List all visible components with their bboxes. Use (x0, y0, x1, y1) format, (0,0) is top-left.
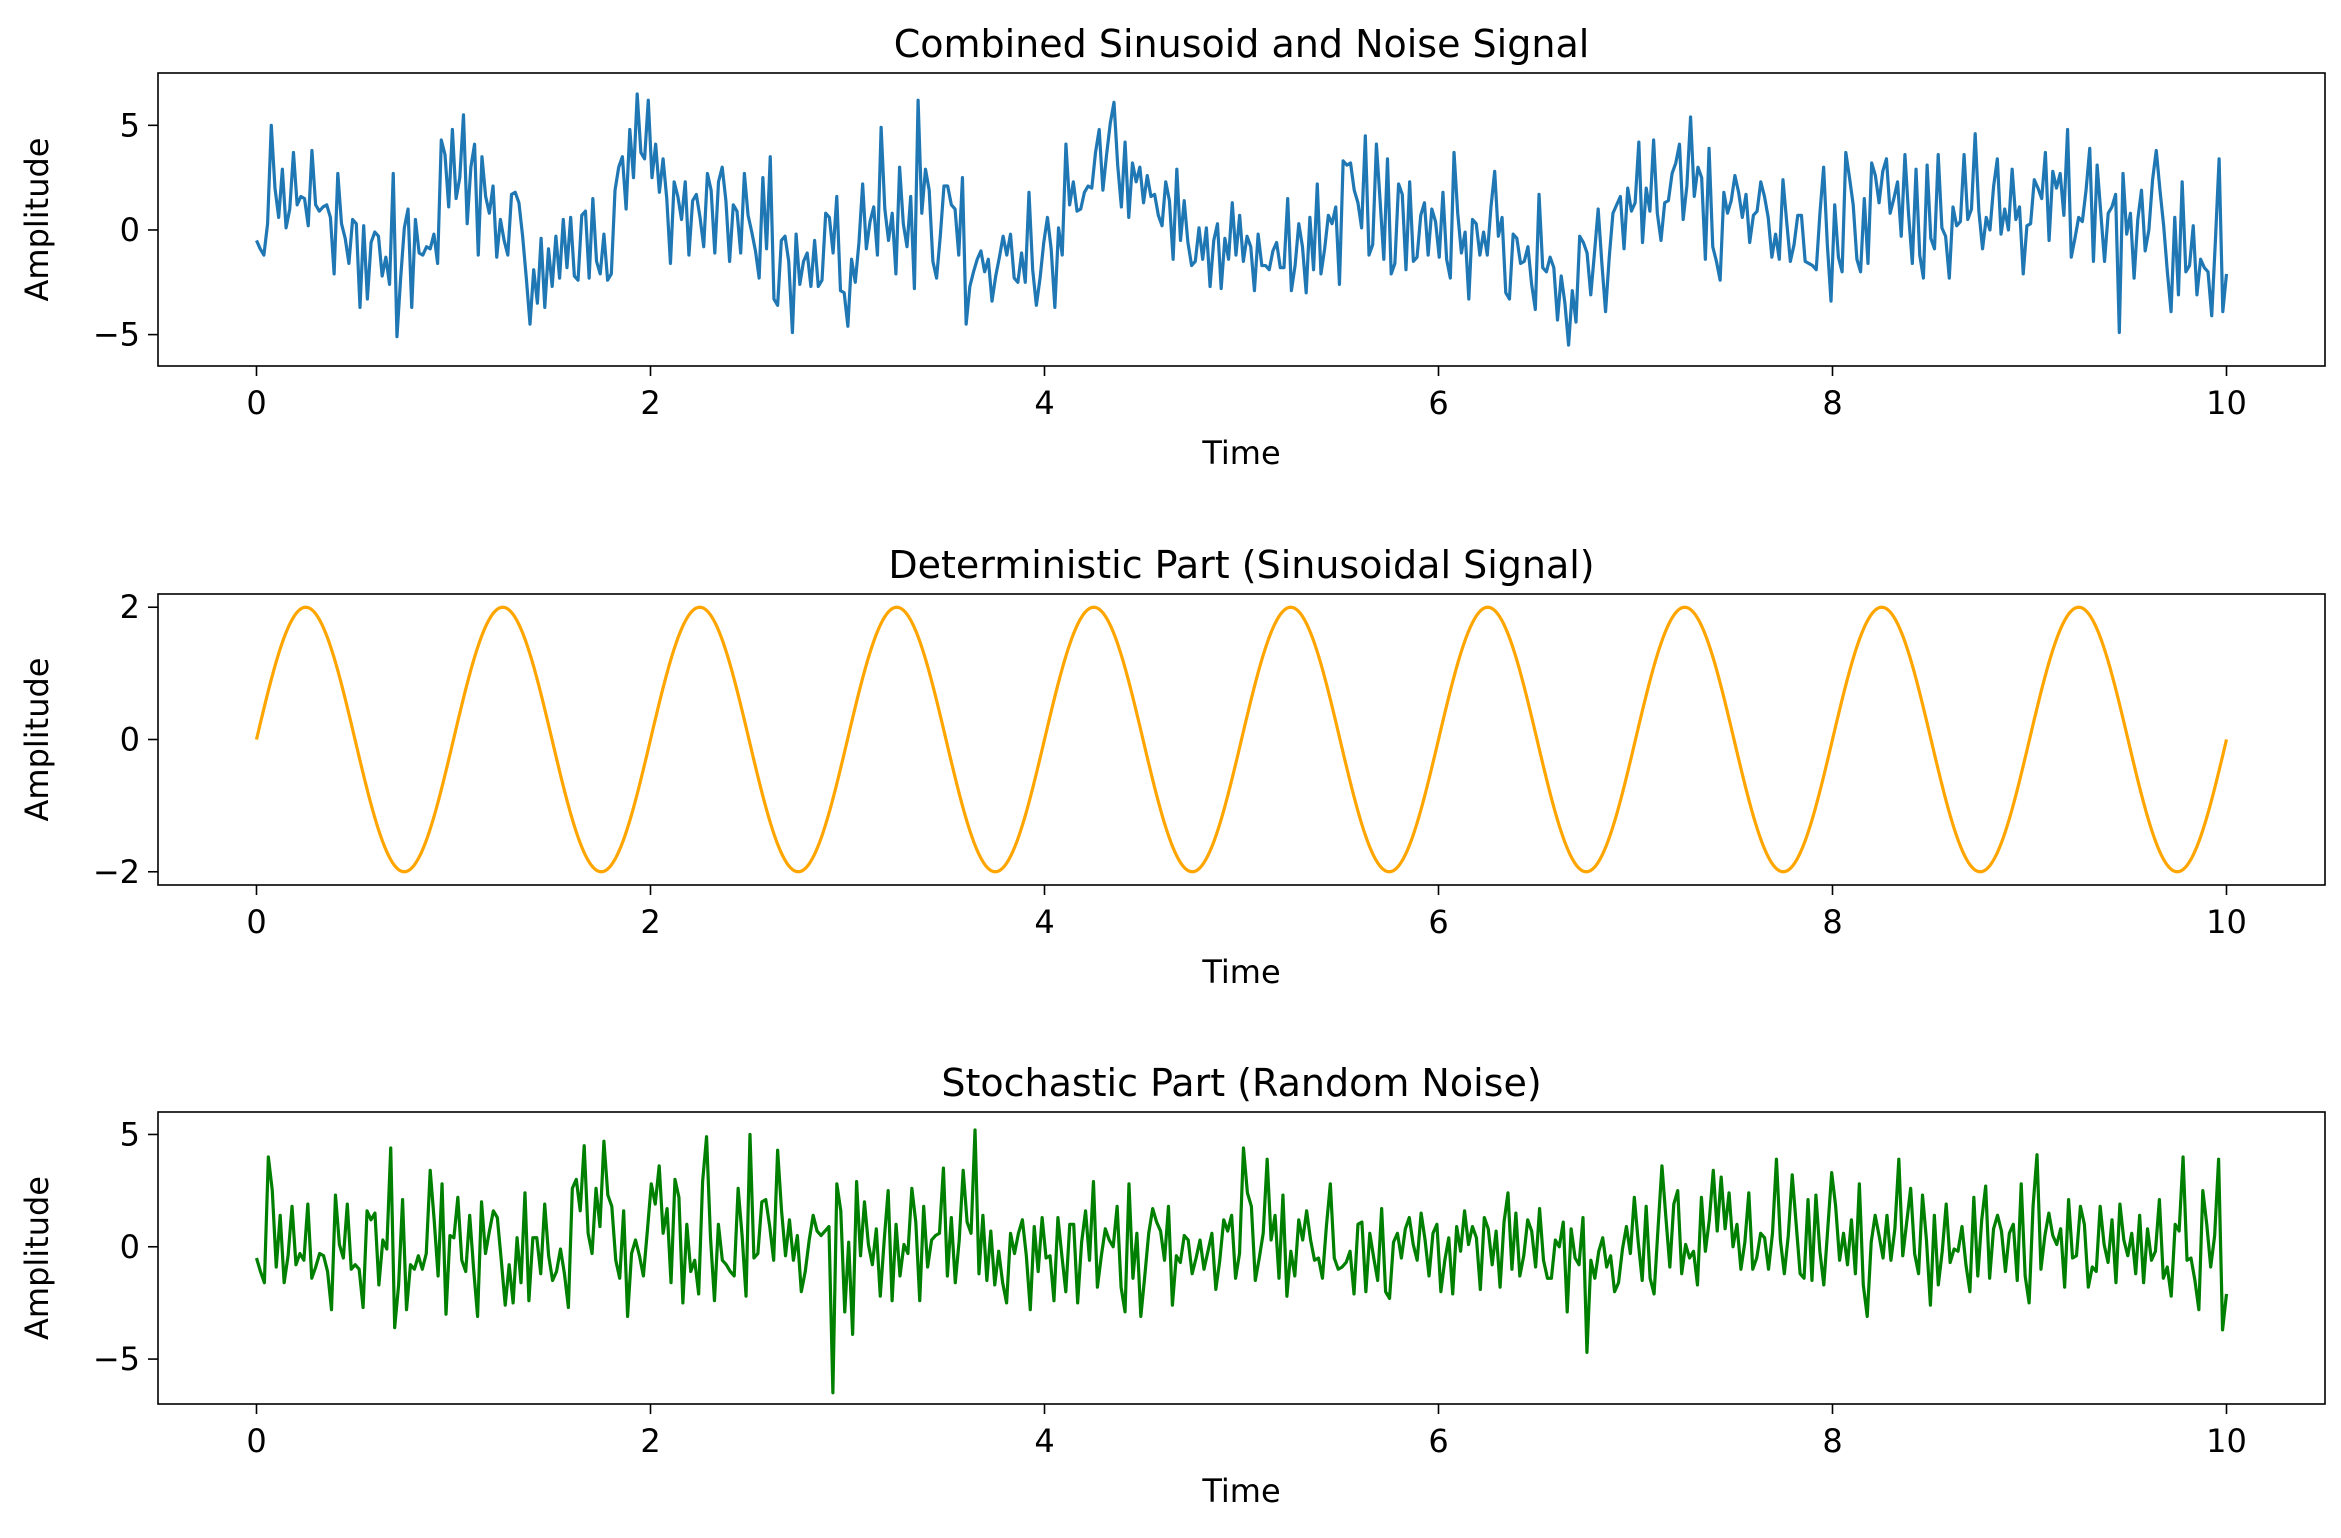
series-line (254, 1128, 2229, 1395)
x-tick-label: 0 (246, 903, 266, 941)
axes-frame (157, 1111, 2326, 1405)
y-tick-label: 5 (120, 1115, 140, 1153)
axes-frame (157, 72, 2326, 367)
x-tick-label: 4 (1034, 384, 1054, 422)
y-axis-label: Amplitude (18, 138, 56, 302)
x-axis-label: Time (1201, 953, 1280, 991)
y-tick-label: 5 (120, 106, 140, 144)
y-axis-label: Amplitude (18, 1176, 56, 1340)
x-axis-label: Time (1201, 1472, 1280, 1510)
y-tick-label: 2 (120, 588, 140, 626)
x-tick-label: 2 (640, 903, 660, 941)
x-tick-label: 0 (246, 1422, 266, 1460)
subplot-title: Deterministic Part (Sinusoidal Signal) (888, 543, 1594, 587)
x-tick-label: 10 (2206, 1422, 2247, 1460)
x-axis-label: Time (1201, 434, 1280, 472)
series-line (254, 605, 2229, 874)
x-tick-label: 6 (1428, 903, 1448, 941)
x-tick-label: 4 (1034, 1422, 1054, 1460)
x-tick-label: 8 (1822, 384, 1842, 422)
series-line (255, 92, 2229, 347)
y-tick-label: 0 (120, 211, 140, 249)
x-tick-label: 6 (1428, 1422, 1448, 1460)
x-tick-label: 2 (640, 384, 660, 422)
y-tick-label: 0 (120, 1228, 140, 1266)
subplot-3: Stochastic Part (Random Noise) 0 2 4 6 8 10 −5 0… (18, 1061, 2326, 1510)
x-tick-label: 10 (2206, 903, 2247, 941)
y-axis-label: Amplitude (18, 658, 56, 822)
x-tick-label: 6 (1428, 384, 1448, 422)
x-tick-label: 10 (2206, 384, 2247, 422)
y-tick-label: −5 (93, 316, 140, 354)
y-tick-label: 0 (120, 721, 140, 759)
x-tick-label: 8 (1822, 1422, 1842, 1460)
subplot-title: Combined Sinusoid and Noise Signal (894, 22, 1590, 66)
subplot-1: Combined Sinusoid and Noise Signal 0 2 4 6 8 1… (18, 22, 2326, 472)
y-tick-label: −5 (93, 1340, 140, 1378)
x-tick-label: 8 (1822, 903, 1842, 941)
subplot-title: Stochastic Part (Random Noise) (941, 1061, 1541, 1105)
x-tick-label: 0 (246, 384, 266, 422)
subplot-2: Deterministic Part (Sinusoidal Signal) 0 2… (18, 543, 2326, 991)
y-tick-label: −2 (93, 853, 140, 891)
x-tick-label: 4 (1034, 903, 1054, 941)
x-tick-label: 2 (640, 1422, 660, 1460)
